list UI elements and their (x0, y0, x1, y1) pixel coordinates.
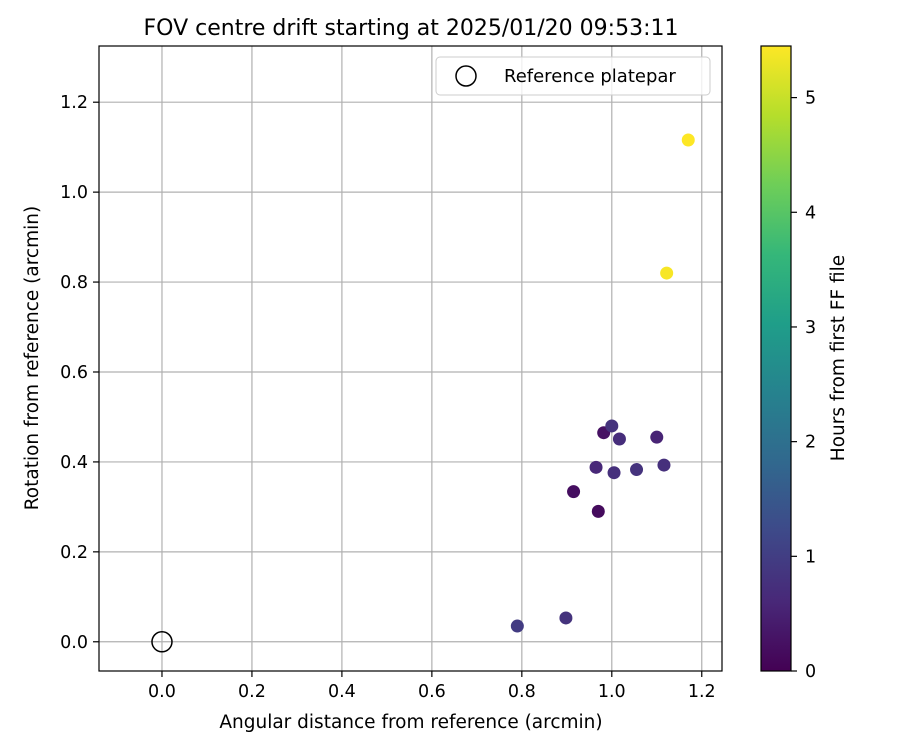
data-point (681, 133, 695, 147)
colorbar-tick-label: 1 (805, 547, 816, 567)
x-tick-label: 0.8 (508, 682, 536, 702)
data-point (559, 611, 573, 625)
legend-reference-marker (455, 65, 477, 87)
colorbar-tick-label: 0 (805, 662, 816, 682)
y-tick-label: 0.0 (60, 633, 88, 653)
y-tick-label: 0.8 (60, 273, 88, 293)
legend-box (435, 56, 711, 96)
x-tick-label: 0.4 (328, 682, 356, 702)
y-axis-label: Rotation from reference (arcmin) (22, 206, 43, 510)
plot-frame (98, 45, 723, 672)
colorbar-tick-label: 2 (805, 433, 816, 453)
data-point (657, 458, 671, 472)
x-axis-ticks: 0.0 0.2 0.4 0.6 0.8 1.0 1.2 (148, 671, 716, 702)
x-tick-label: 0.6 (418, 682, 446, 702)
colorbar-frame (760, 45, 792, 672)
y-tick-label: 0.6 (60, 363, 88, 383)
data-point (612, 432, 626, 446)
colorbar: 0 1 2 3 4 5 Hours from first FF file (760, 45, 849, 682)
colorbar-tick-label: 5 (805, 89, 816, 109)
x-axis-label: Angular distance from reference (arcmin) (219, 712, 602, 733)
colorbar-gradient (761, 46, 791, 671)
y-tick-label: 0.4 (60, 453, 88, 473)
data-point (591, 504, 605, 518)
y-axis-ticks: 0.0 0.2 0.4 0.6 0.8 1.0 1.2 (60, 93, 99, 653)
y-tick-label: 0.2 (60, 543, 88, 563)
colorbar-tick-label: 3 (805, 318, 816, 338)
colorbar-tick-label: 4 (805, 203, 816, 223)
y-gridlines (99, 101, 722, 643)
x-tick-label: 1.2 (688, 682, 716, 702)
legend-entry-reference: Reference platepar (504, 66, 676, 87)
data-point (567, 485, 581, 499)
x-tick-label: 0.0 (148, 682, 176, 702)
y-tick-label: 1.0 (60, 183, 88, 203)
data-point (510, 619, 524, 633)
x-tick-label: 1.0 (598, 682, 626, 702)
reference-marker (151, 631, 173, 653)
plot-area (99, 46, 722, 671)
colorbar-ticks: 0 1 2 3 4 5 (791, 89, 816, 682)
data-point (605, 419, 619, 433)
chart-title: FOV centre drift starting at 2025/01/20 … (144, 16, 679, 41)
colorbar-label: Hours from first FF file (828, 255, 849, 461)
x-gridlines (161, 46, 703, 671)
data-points (510, 133, 695, 633)
x-tick-label: 0.2 (238, 682, 266, 702)
data-point (607, 466, 621, 480)
reference-platepar-marker (151, 631, 173, 653)
legend: Reference platepar (435, 56, 711, 96)
data-point (660, 266, 674, 280)
y-tick-label: 1.2 (60, 93, 88, 113)
data-point (630, 463, 644, 477)
data-point (650, 430, 664, 444)
data-point (589, 460, 603, 474)
